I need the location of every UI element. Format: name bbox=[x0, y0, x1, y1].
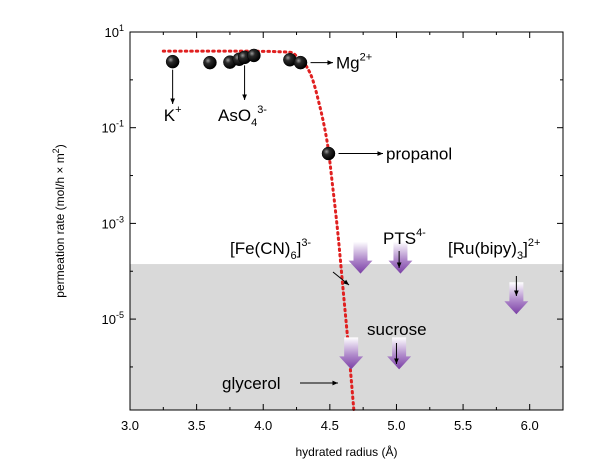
x-tick-label: 3.0 bbox=[121, 418, 139, 433]
x-tick-label: 3.5 bbox=[188, 418, 206, 433]
upper-limit-arrow bbox=[348, 241, 373, 274]
y-axis-title: permeation rate (mol/h × m2) bbox=[51, 144, 67, 297]
k-pointer-head bbox=[170, 98, 175, 104]
upper-limit-arrow bbox=[387, 337, 412, 370]
upper-limit-arrow bbox=[504, 282, 529, 315]
aso4-pointer-head bbox=[242, 94, 247, 100]
x-tick-label: 5.5 bbox=[454, 418, 472, 433]
pts-pointer-head bbox=[396, 262, 402, 268]
plot-frame bbox=[129, 31, 564, 411]
x-tick-label: 4.5 bbox=[321, 418, 339, 433]
annotation-label: sucrose bbox=[367, 320, 427, 339]
y-tick-label: 10-5 bbox=[102, 310, 124, 327]
annotation-label: [Ru(bipy)3]2+ bbox=[448, 237, 540, 262]
mg-pointer-head bbox=[327, 60, 333, 65]
y-tick-label: 10-3 bbox=[102, 214, 124, 231]
data-point bbox=[321, 146, 336, 161]
fit-curve bbox=[161, 49, 356, 412]
annotation-label: PTS4- bbox=[383, 227, 426, 248]
data-point bbox=[247, 48, 261, 63]
ru-pointer-head bbox=[514, 290, 519, 296]
y-tick-label: 10-1 bbox=[102, 119, 124, 136]
upper-limit-arrow bbox=[339, 337, 364, 370]
sucrose-pointer-head bbox=[394, 358, 399, 364]
annotation-label: glycerol bbox=[222, 374, 281, 393]
x-tick-label: 5.0 bbox=[387, 418, 405, 433]
x-tick-labels: 3.0 3.5 4.0 4.5 5.0 5.5 6.0 bbox=[121, 418, 539, 433]
data-point bbox=[293, 55, 308, 70]
annotation-label: propanol bbox=[386, 145, 452, 164]
data-point bbox=[203, 55, 217, 70]
annotation-label: AsO43- bbox=[218, 104, 267, 129]
fit-curve-layer bbox=[161, 49, 356, 412]
data-point bbox=[165, 54, 180, 69]
upper-limit-arrow bbox=[388, 241, 413, 274]
x-tick-label: 4.0 bbox=[254, 418, 272, 433]
data-point-layer bbox=[165, 48, 336, 161]
glycerol-pointer-head bbox=[332, 380, 338, 386]
y-tick-label: 101 bbox=[105, 23, 124, 40]
annotation-label: K+ bbox=[164, 104, 182, 125]
x-tick-label: 6.0 bbox=[521, 418, 539, 433]
annotation-label: [Fe(CN)6]3- bbox=[230, 237, 311, 262]
annotation-label: Mg2+ bbox=[336, 52, 372, 73]
x-axis-title: hydrated radius (Å) bbox=[295, 444, 397, 459]
limit-arrow-layer bbox=[339, 241, 529, 370]
y-tick-labels: 101 10-1 10-3 10-5 bbox=[102, 23, 124, 327]
fecn-pointer-head bbox=[343, 279, 349, 285]
annotation-layer: K+ AsO43- Mg2+ propanol [Fe(CN)6]3- PTS4- [Ru(… bbox=[164, 52, 541, 393]
propanol-pointer-head bbox=[377, 151, 383, 156]
